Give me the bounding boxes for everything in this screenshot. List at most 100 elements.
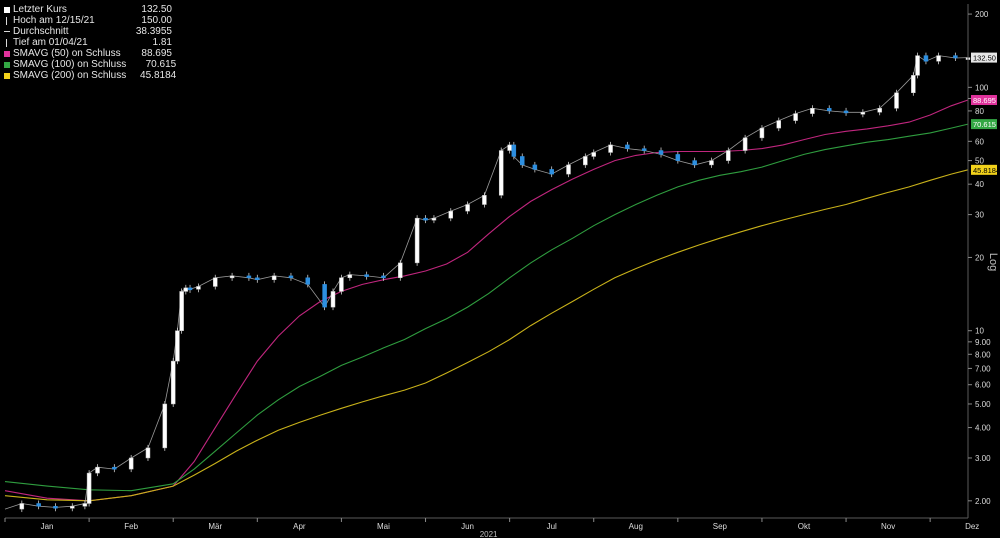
legend-value: 45.8184 [140, 70, 177, 81]
price-candle [709, 160, 714, 166]
price-candle [246, 275, 252, 279]
price-candle [860, 112, 866, 115]
price-candle [183, 287, 189, 292]
legend-label: SMAVG (200) on Schluss [13, 70, 127, 81]
legend-value: 70.615 [145, 59, 177, 70]
price-candle [179, 291, 184, 331]
price-candle [511, 144, 517, 157]
price-candle [112, 466, 117, 470]
legend-row: Tief am 01/04/21 1.81 [4, 37, 178, 48]
price-candle [36, 503, 41, 507]
price-candle [271, 275, 277, 280]
legend-swatch [6, 16, 7, 25]
y-tick-label: 200 [975, 10, 989, 19]
price-candle [187, 287, 193, 291]
y-tick-label: 3.00 [975, 454, 991, 463]
y-tick-label: 50 [975, 157, 984, 166]
legend-row: Durchschnitt 38.3955 [4, 26, 178, 37]
price-candle [170, 360, 176, 405]
price-candle [465, 204, 470, 212]
price-candle [82, 503, 88, 507]
legend-swatch [4, 6, 10, 13]
legend-row: SMAVG (100) on Schluss 70.615 [4, 59, 178, 70]
price-candle [742, 137, 748, 151]
legend-label: Durchschnitt [13, 26, 69, 37]
y-tick-label: 60 [975, 137, 984, 146]
legend-label: SMAVG (50) on Schluss [13, 48, 121, 59]
x-tick-label: Apr [293, 522, 306, 531]
price-candle [877, 108, 882, 113]
price-candle [398, 262, 403, 279]
price-candle [339, 277, 344, 292]
y-tick-label: 4.00 [975, 424, 991, 433]
legend-value: 38.3955 [135, 26, 172, 37]
price-candle [549, 169, 554, 175]
price-candle [658, 150, 664, 155]
price-candle [793, 113, 798, 121]
value-tag [971, 164, 997, 175]
series-line [4, 169, 969, 502]
y-tick-label: 6.00 [975, 381, 991, 390]
y-axis-title: Log [987, 253, 999, 271]
series-line [4, 99, 969, 502]
y-tick-label: 40 [975, 180, 984, 189]
x-tick-label: Mai [377, 522, 390, 531]
price-candle [675, 154, 681, 161]
x-tick-label: Jul [547, 522, 557, 531]
price-candle [843, 110, 849, 114]
price-candle [330, 291, 336, 308]
legend-swatch [4, 61, 10, 68]
price-candle [86, 472, 92, 504]
y-tick-label: 7.00 [975, 364, 991, 373]
y-tick-label: 8.00 [975, 350, 991, 359]
legend-value: 150.00 [141, 15, 172, 26]
x-axis: Jan Feb Mär Apr Mai Jun Jul Aug Sep Okt Nov Dez 2021 [4, 517, 979, 538]
y-tick-label: 30 [975, 211, 984, 220]
price-candle [381, 275, 386, 279]
y-tick-label: 80 [975, 107, 984, 116]
y-axis: 20010090806050403020109.008.007.006.005.… [967, 4, 999, 518]
legend-row: SMAVG (200) on Schluss 45.8184 [4, 70, 178, 81]
y-tick-label: 100 [975, 83, 989, 92]
price-candle [810, 108, 815, 114]
value-tag [971, 52, 997, 63]
price-candle [213, 277, 218, 287]
x-year-label: 2021 [480, 530, 498, 538]
price-candle [625, 144, 630, 149]
series-line [4, 123, 969, 492]
price-candle [726, 150, 731, 161]
price-candle [826, 108, 832, 112]
price-candle [288, 275, 294, 279]
price-candle [519, 156, 525, 166]
legend-row: Hoch am 12/15/21 150.00 [4, 15, 178, 26]
x-tick-label: Mär [208, 522, 222, 531]
x-tick-label: Jun [461, 522, 474, 531]
price-candle [70, 505, 75, 509]
price-candle [145, 447, 151, 459]
price-candle [347, 274, 353, 279]
price-candle [414, 217, 420, 264]
legend-swatch [4, 72, 10, 79]
legend-swatch [4, 31, 10, 32]
legend-row: SMAVG (50) on Schluss 88.695 [4, 48, 178, 59]
price-candle [229, 275, 235, 279]
price-candle [364, 274, 369, 277]
price-candle [776, 120, 782, 129]
x-tick-label: Feb [124, 522, 138, 531]
legend-label: SMAVG (100) on Schluss [13, 59, 127, 70]
price-candle [641, 148, 647, 151]
price-candle [53, 505, 58, 509]
y-tick-label: 5.00 [975, 400, 991, 409]
legend-swatch [6, 38, 7, 47]
price-candle [255, 277, 260, 281]
price-candle [162, 403, 168, 449]
y-tick-label: 10 [975, 327, 984, 336]
price-candle [591, 152, 596, 157]
y-tick-label: 2.00 [975, 497, 991, 506]
price-candle [566, 164, 571, 175]
price-candle [423, 217, 428, 221]
legend-value: 132.50 [141, 4, 172, 15]
price-candle [196, 286, 201, 290]
price-candle [498, 150, 504, 196]
